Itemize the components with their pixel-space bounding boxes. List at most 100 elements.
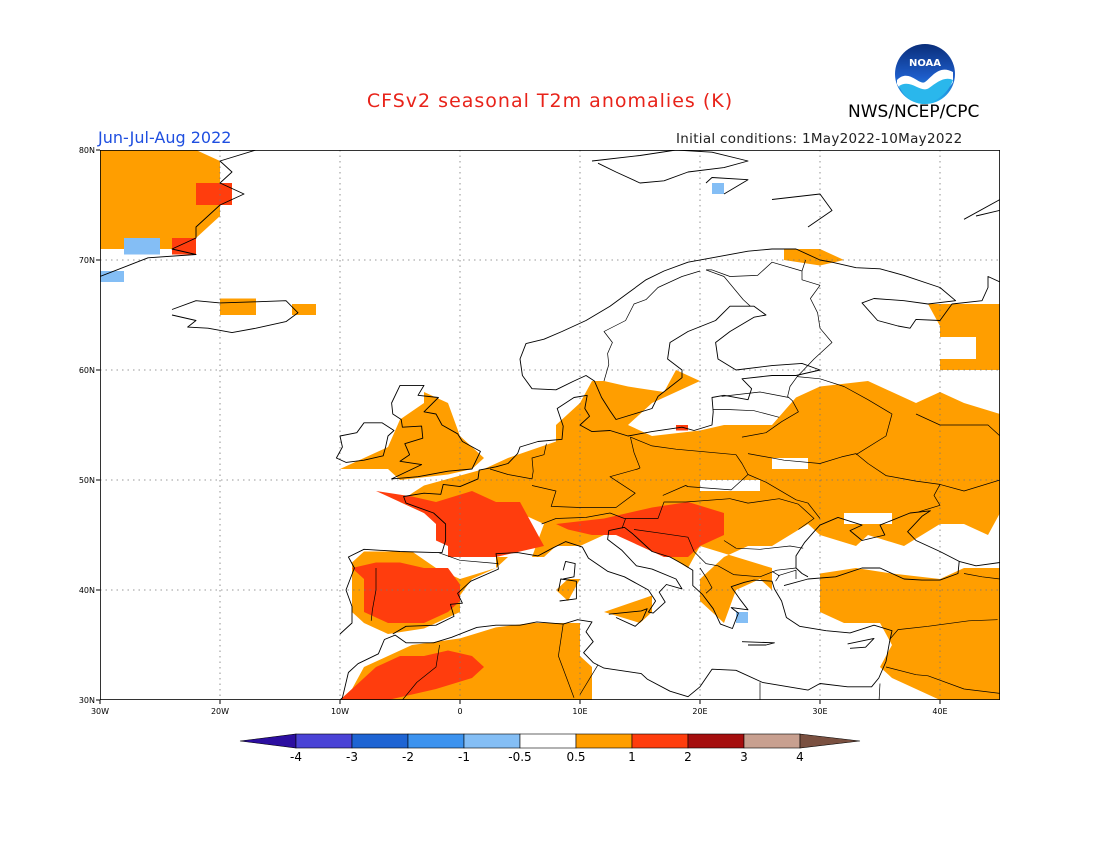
border-20 — [963, 573, 1000, 580]
lon-label-0: 0 — [457, 707, 462, 716]
colorbar-box-3 — [463, 733, 521, 749]
colorbar-box-4 — [519, 733, 577, 749]
colorbar-box-1 — [351, 733, 409, 749]
border-26 — [579, 664, 599, 695]
border-17 — [706, 261, 803, 277]
anomaly-slight-cool-2 — [712, 183, 724, 194]
colorbar-label-1: -3 — [346, 750, 358, 764]
coastline-15 — [963, 199, 1000, 220]
lon-label-10E: 10E — [572, 707, 587, 716]
lon-label-10W: 10W — [331, 707, 349, 716]
border-19 — [705, 269, 751, 307]
border-10 — [630, 436, 749, 491]
lat-label-80N: 80N — [79, 146, 95, 155]
colorbar-label-0: -4 — [290, 750, 302, 764]
lat-label-70N: 70N — [79, 256, 95, 265]
anomaly-moderate-warm-3 — [340, 392, 484, 480]
colorbar-arrow-left — [239, 733, 297, 749]
coastline-12 — [100, 150, 257, 277]
no-signal-area-0 — [844, 513, 892, 524]
border-3 — [531, 437, 641, 508]
colorbar-label-6: 1 — [628, 750, 636, 764]
coastline-7 — [562, 560, 576, 580]
lat-label-30N: 30N — [79, 696, 95, 705]
colorbar-label-7: 2 — [684, 750, 692, 764]
anomaly-moderate-warm-0 — [100, 150, 220, 249]
country-borders — [370, 259, 1000, 700]
anomaly-strong-warm-6 — [676, 425, 688, 431]
border-21 — [777, 569, 797, 579]
coastline-4 — [339, 526, 893, 700]
colorbar-arrow-right — [799, 733, 861, 749]
anomaly-slight-cool-0 — [124, 238, 160, 255]
lon-label-30E: 30E — [812, 707, 827, 716]
colorbar-box-6 — [631, 733, 689, 749]
border-23 — [885, 666, 1000, 694]
coastline-11 — [847, 637, 875, 649]
border-4 — [541, 498, 731, 525]
coastline-8 — [557, 578, 577, 602]
border-24 — [878, 683, 881, 700]
colorbar-label-2: -2 — [402, 750, 414, 764]
border-22 — [889, 619, 998, 640]
coastlines — [100, 150, 1000, 700]
colorbar-box-2 — [407, 733, 465, 749]
coastline-10 — [741, 641, 775, 646]
lat-label-60N: 60N — [79, 366, 95, 375]
border-0 — [438, 552, 499, 564]
forecast-period: Jun-Jul-Aug 2022 — [98, 128, 232, 147]
no-signal-area-1 — [772, 458, 808, 469]
anomaly-strong-warm-2 — [340, 650, 484, 700]
map-axis-labels: 30N 40N 50N 60N 70N 80N 30W 20W 10W 0 10E 20E 30E 40E — [79, 146, 948, 716]
border-14 — [747, 453, 941, 513]
coastline-0 — [339, 248, 1000, 635]
border-12 — [713, 409, 780, 418]
colorbar-box-8 — [743, 733, 801, 749]
lon-label-20W: 20W — [211, 707, 229, 716]
colorbar-label-5: 0.5 — [566, 750, 585, 764]
lon-label-30W: 30W — [91, 707, 109, 716]
no-signal-area-3 — [940, 337, 976, 359]
border-9 — [771, 571, 780, 582]
border-30 — [662, 485, 689, 496]
anomaly-map — [100, 150, 1000, 700]
map-plot-area — [100, 150, 1000, 700]
noaa-logo-icon: NOAA — [895, 44, 955, 104]
border-7 — [723, 540, 804, 550]
coastline-2 — [335, 422, 395, 463]
border-1 — [370, 568, 377, 621]
border-16 — [796, 259, 833, 377]
border-32 — [915, 413, 1000, 437]
coastline-6 — [959, 560, 1000, 567]
border-2 — [489, 443, 547, 480]
colorbar-label-4: -0.5 — [508, 750, 531, 764]
coastline-13 — [591, 150, 749, 184]
colorbar-box-0 — [295, 733, 353, 749]
noaa-logo-text: NOAA — [909, 58, 941, 69]
coastline-3 — [171, 300, 299, 334]
chart-title: CFSv2 seasonal T2m anomalies (K) — [366, 90, 734, 112]
organization-label: NWS/NCEP/CPC — [848, 102, 980, 122]
border-15 — [747, 474, 821, 519]
anomaly-moderate-warm-6 — [820, 568, 1000, 700]
lat-label-40N: 40N — [79, 586, 95, 595]
border-8 — [699, 567, 713, 594]
anomaly-strong-warm-3 — [556, 502, 724, 557]
coastline-5 — [783, 510, 960, 587]
colorbar-label-3: -1 — [458, 750, 470, 764]
border-6 — [729, 498, 815, 530]
colorbar-box-5 — [575, 733, 633, 749]
lon-label-40E: 40E — [932, 707, 947, 716]
anomaly-strong-warm-1 — [352, 562, 460, 623]
colorbar-label-8: 3 — [740, 750, 748, 764]
border-27 — [402, 644, 440, 700]
anomaly-moderate-warm-8 — [604, 595, 652, 623]
coastline-9 — [608, 608, 648, 627]
border-33 — [939, 479, 1000, 492]
border-13 — [721, 391, 789, 398]
coastline-14 — [705, 177, 749, 195]
border-18 — [603, 270, 701, 382]
border-5 — [633, 529, 797, 578]
anomaly-strong-warm-4 — [196, 183, 232, 205]
initial-conditions: Initial conditions: 1May2022-10May2022 — [676, 131, 963, 147]
